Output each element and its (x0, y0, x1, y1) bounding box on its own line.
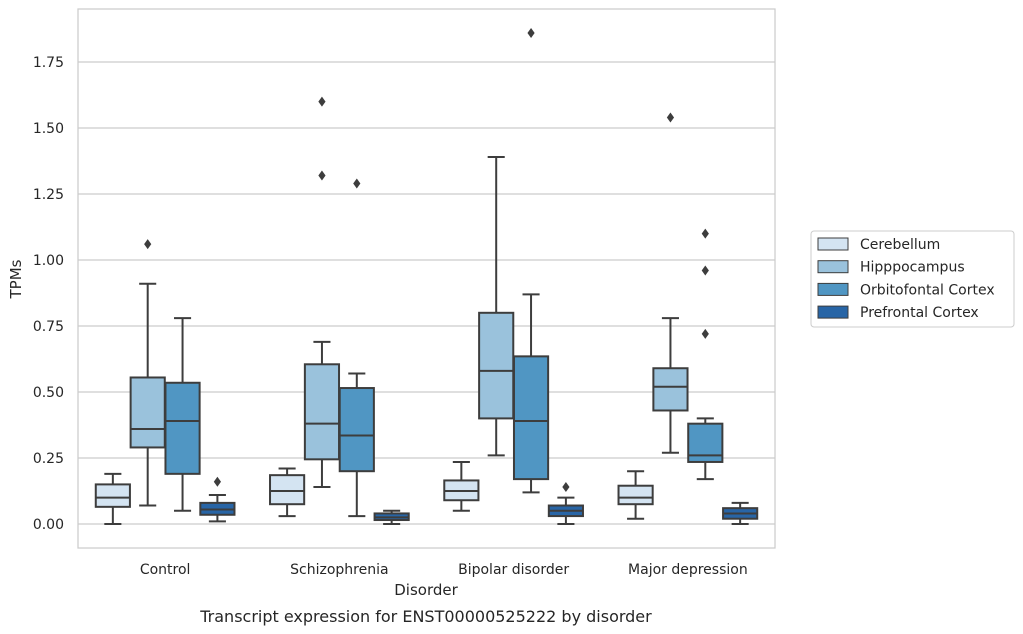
legend-swatch (817, 305, 849, 319)
outlier-point (318, 170, 326, 181)
box-group (338, 178, 375, 518)
y-axis-title: TPMs (7, 259, 25, 299)
outlier-point (701, 228, 709, 239)
legend-items: Cerebellum Hipppocampus Orbitofontal Corte… (817, 237, 995, 321)
x-axis-title: Disorder (394, 581, 458, 599)
box-group (94, 472, 131, 525)
box-group (269, 467, 306, 518)
box-group (478, 156, 515, 457)
outlier-point (213, 476, 221, 487)
series-orbitofontal-cortex (164, 27, 724, 518)
box-group (373, 509, 410, 525)
legend-item: Cerebellum (817, 237, 940, 253)
legend-item: Hipppocampus (817, 260, 965, 276)
box-iqr (269, 474, 306, 506)
box-iqr (94, 483, 131, 508)
legend-swatch (817, 237, 849, 251)
series-prefrontal-cortex (199, 476, 759, 525)
legend-label: Prefrontal Cortex (860, 305, 979, 321)
series-hipppocampus (129, 96, 689, 507)
box-group (129, 239, 166, 507)
y-tick-label: 0.75 (33, 319, 64, 335)
box-group (199, 476, 236, 523)
x-tick-label: Bipolar disorder (458, 562, 569, 578)
y-tick-labels: 0.00 0.25 0.50 0.75 1.00 1.25 1.50 1.75 (33, 55, 64, 533)
box-iqr (478, 311, 515, 420)
chart-title: Transcript expression for ENST0000052522… (199, 607, 652, 626)
legend-item: Prefrontal Cortex (817, 305, 979, 321)
outlier-point (353, 178, 361, 189)
box-iqr (512, 355, 550, 481)
y-tick-label: 0.50 (33, 385, 64, 401)
legend-label: Hipppocampus (860, 260, 965, 276)
y-tick-label: 1.50 (33, 121, 64, 137)
plot-area-frame (77, 8, 776, 549)
y-tick-label: 1.75 (33, 55, 64, 71)
box-group (722, 501, 759, 525)
outlier-point (666, 112, 675, 123)
box-group (164, 317, 201, 512)
box-iqr (129, 376, 166, 449)
outlier-point (701, 265, 709, 276)
legend-label: Orbitofontal Cortex (860, 282, 995, 298)
outlier-point (562, 482, 570, 493)
y-tick-label: 1.00 (33, 253, 64, 269)
outlier-point (144, 239, 152, 250)
y-tick-label: 0.00 (33, 517, 64, 533)
box-group (652, 112, 689, 454)
box-iqr (164, 381, 201, 475)
box-series-layer (94, 27, 759, 525)
y-tick-label: 0.25 (33, 451, 64, 467)
legend-swatch (817, 260, 849, 274)
legend: Cerebellum Hipppocampus Orbitofontal Corte… (810, 230, 1015, 328)
box-iqr (652, 367, 689, 412)
outlier-point (527, 27, 535, 38)
box-group (547, 482, 584, 525)
legend-swatch (817, 282, 849, 296)
series-cerebellum (94, 460, 654, 525)
x-tick-label: Major depression (628, 562, 748, 578)
outlier-point (701, 328, 709, 339)
box-group (512, 27, 550, 494)
y-tick-label: 1.25 (33, 187, 64, 203)
box-group (617, 470, 654, 520)
outlier-point (318, 96, 326, 107)
x-tick-label: Control (140, 562, 191, 578)
box-iqr (617, 484, 654, 506)
box-group (303, 96, 341, 489)
x-tick-labels: Control Schizophrenia Bipolar disorder Majo… (140, 562, 748, 578)
legend-item: Orbitofontal Cortex (817, 282, 995, 298)
box-group (443, 460, 480, 512)
box-iqr (338, 387, 375, 473)
box-group (687, 228, 724, 481)
legend-label: Cerebellum (860, 237, 940, 253)
legend-frame (810, 230, 1015, 328)
x-tick-label: Schizophrenia (290, 562, 388, 578)
box-iqr (303, 363, 341, 461)
